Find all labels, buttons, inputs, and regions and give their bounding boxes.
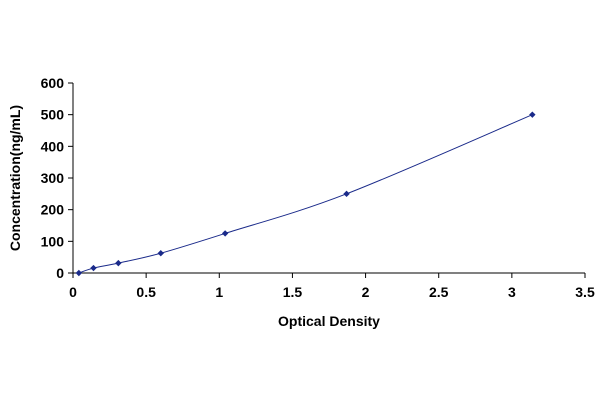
y-tick-label: 600 xyxy=(41,75,65,91)
y-tick-label: 300 xyxy=(41,170,65,186)
x-tick-label: 0.5 xyxy=(136,284,156,300)
x-axis-title: Optical Density xyxy=(278,313,380,329)
x-tick-label: 3.5 xyxy=(575,284,595,300)
y-tick-label: 400 xyxy=(41,138,65,154)
y-tick-label: 200 xyxy=(41,202,65,218)
x-tick-label: 2 xyxy=(362,284,370,300)
y-axis-title: Concentration(ng/mL) xyxy=(7,105,23,251)
data-point xyxy=(115,259,122,267)
plot-area: 0 0.5 1 1.5 2 2.5 3 3.5 0 100 200 300 400 500 600 xyxy=(41,75,595,300)
x-axis-ticks: 0 0.5 1 1.5 2 2.5 3 3.5 xyxy=(69,273,595,300)
x-tick-label: 2.5 xyxy=(429,284,449,300)
y-axis-ticks: 0 100 200 300 400 500 600 xyxy=(41,75,73,281)
data-point xyxy=(343,190,350,198)
y-tick-label: 500 xyxy=(41,107,65,123)
x-tick-label: 3 xyxy=(508,284,516,300)
y-tick-label: 100 xyxy=(41,233,65,249)
fitted-curve xyxy=(78,114,533,274)
data-point xyxy=(75,269,83,277)
data-points xyxy=(75,111,536,277)
data-point xyxy=(529,111,536,118)
data-point xyxy=(221,230,229,237)
y-tick-label: 0 xyxy=(56,265,64,281)
x-tick-label: 0 xyxy=(69,284,77,300)
data-point xyxy=(90,264,97,272)
x-tick-label: 1 xyxy=(215,284,223,300)
x-tick-label: 1.5 xyxy=(283,284,303,300)
data-point xyxy=(157,250,164,257)
